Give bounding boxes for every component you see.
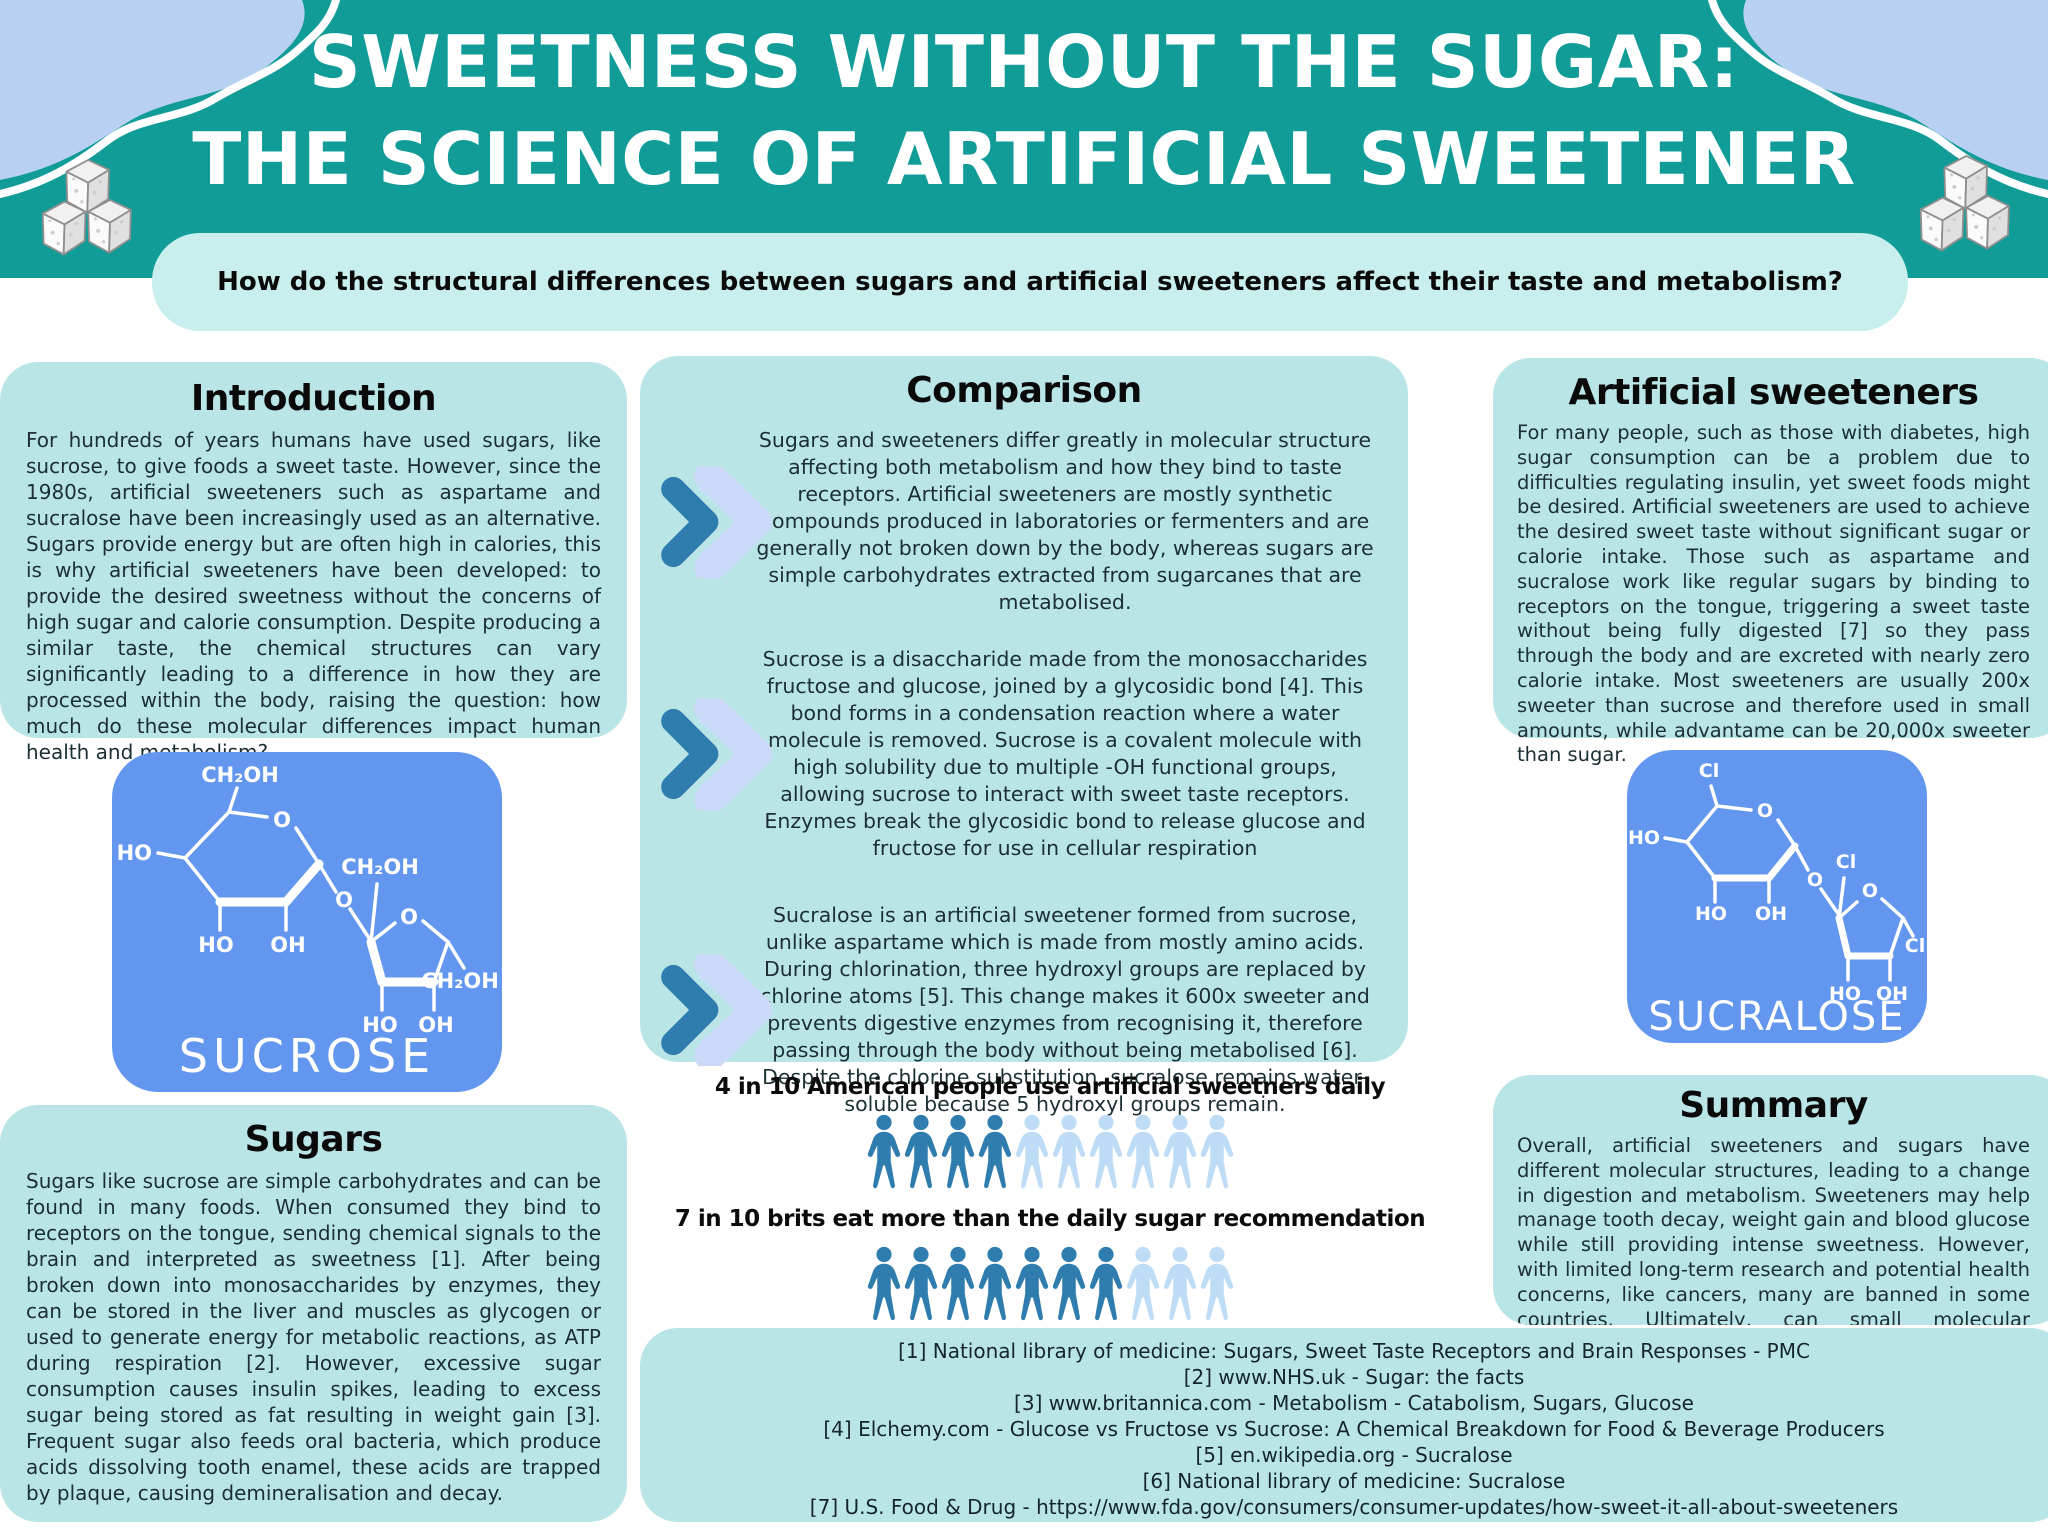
- comparison-item: Sucrose is a disaccharide made from the …: [640, 646, 1408, 862]
- reference-item: [5] en.wikipedia.org - Sucralose: [1195, 1443, 1513, 1467]
- comparison-paragraph: Sucralose is an artificial sweetener for…: [760, 903, 1370, 1116]
- sugars-title: Sugars: [244, 1119, 383, 1160]
- double-chevron-icon: [661, 954, 773, 1066]
- svg-text:Cl: Cl: [1905, 935, 1925, 957]
- svg-text:HO: HO: [1829, 983, 1861, 1005]
- comparison-paragraph: Sugars and sweeteners differ greatly in …: [756, 428, 1374, 614]
- person-icon: [1200, 1114, 1233, 1189]
- svg-text:HO: HO: [117, 841, 152, 865]
- pictogram-row-brits: [650, 1246, 1450, 1322]
- person-icon: [1163, 1114, 1196, 1189]
- person-icon: [1126, 1114, 1159, 1189]
- double-chevron-icon: [661, 698, 773, 810]
- poster-header: SWEETNESS WITHOUT THE SUGAR: THE SCIENCE…: [0, 0, 2048, 278]
- svg-text:HO: HO: [198, 933, 233, 957]
- person-icon: [1089, 1114, 1122, 1189]
- svg-text:OH: OH: [418, 1013, 453, 1037]
- svg-text:O: O: [1757, 800, 1773, 822]
- person-icon: [867, 1246, 900, 1321]
- comparison-panel: Comparison Sugars and sweeteners differ …: [640, 356, 1408, 1116]
- summary-panel: Summary Overall, artificial sweeteners a…: [1493, 1075, 2048, 1325]
- sugars-body: Sugars like sucrose are simple carbohydr…: [26, 1169, 601, 1505]
- person-icon: [867, 1114, 900, 1189]
- summary-body: Overall, artificial sweeteners and sugar…: [1517, 1134, 2030, 1325]
- reference-item: [3] www.britannica.com - Metabolism - Ca…: [1014, 1391, 1694, 1415]
- svg-text:OH: OH: [1755, 903, 1787, 925]
- svg-text:HO: HO: [1628, 827, 1660, 849]
- title-line-2: THE SCIENCE OF ARTIFICIAL SWEETENER: [192, 117, 1856, 201]
- person-icon: [1015, 1114, 1048, 1189]
- reference-item: [2] www.NHS.uk - Sugar: the facts: [1183, 1365, 1525, 1389]
- svg-text:CH₂OH: CH₂OH: [341, 855, 419, 879]
- person-icon: [941, 1114, 974, 1189]
- comparison-title: Comparison: [906, 370, 1142, 411]
- research-question-banner: How do the structural differences betwee…: [152, 233, 1908, 331]
- person-icon: [1052, 1246, 1085, 1321]
- svg-text:O: O: [273, 808, 291, 832]
- person-icon: [1015, 1246, 1048, 1321]
- svg-text:O: O: [1807, 869, 1823, 891]
- svg-text:OH: OH: [1876, 983, 1908, 1005]
- introduction-panel: Introduction For hundreds of years human…: [0, 362, 627, 764]
- comparison-paragraph: Sucrose is a disaccharide made from the …: [762, 647, 1368, 860]
- svg-text:HO: HO: [1695, 903, 1727, 925]
- svg-text:SUCROSE: SUCROSE: [179, 1029, 435, 1083]
- introduction-body: For hundreds of years humans have used s…: [26, 428, 601, 764]
- reference-item: [6] National library of medicine: Sucral…: [1142, 1469, 1566, 1493]
- artificial-sweeteners-title: Artificial sweeteners: [1568, 372, 1979, 413]
- person-icon: [978, 1114, 1011, 1189]
- svg-text:SUCRALOSE: SUCRALOSE: [1648, 994, 1905, 1040]
- svg-text:O: O: [1862, 880, 1878, 902]
- comparison-item: Sugars and sweeteners differ greatly in …: [640, 427, 1408, 616]
- poster-title: SWEETNESS WITHOUT THE SUGAR: THE SCIENCE…: [0, 14, 2048, 208]
- reference-item: [1] National library of medicine: Sugars…: [898, 1339, 1810, 1363]
- person-icon: [1089, 1246, 1122, 1321]
- reference-item: [7] U.S. Food & Drug - https://www.fda.g…: [809, 1495, 1899, 1519]
- person-icon: [1163, 1246, 1196, 1321]
- svg-text:O: O: [335, 888, 353, 912]
- sucralose-structure-card: Cl O HO HO OH O Cl O Cl HO OH SUCRALOSE: [1627, 750, 1927, 1043]
- summary-title: Summary: [1679, 1085, 1868, 1126]
- person-icon: [941, 1246, 974, 1321]
- sucralose-molecule-diagram: Cl O HO HO OH O Cl O Cl HO OH SUCRALOSE: [1628, 760, 1925, 1040]
- introduction-title: Introduction: [190, 378, 437, 419]
- svg-text:OH: OH: [270, 933, 305, 957]
- person-icon: [904, 1246, 937, 1321]
- svg-text:Cl: Cl: [1699, 760, 1719, 782]
- sucrose-structure-card: CH₂OH O HO HO OH O CH₂OH O CH₂OH HO OH S…: [112, 752, 502, 1092]
- pictogram-row-americans: [650, 1114, 1450, 1190]
- sucrose-molecule-diagram: CH₂OH O HO HO OH O CH₂OH O CH₂OH HO OH S…: [117, 763, 499, 1083]
- svg-text:CH₂OH: CH₂OH: [201, 763, 279, 787]
- person-icon: [1052, 1114, 1085, 1189]
- svg-text:O: O: [400, 905, 418, 929]
- artificial-sweeteners-body: For many people, such as those with diab…: [1517, 421, 2030, 767]
- svg-text:Cl: Cl: [1836, 851, 1856, 873]
- svg-text:HO: HO: [362, 1013, 397, 1037]
- double-chevron-icon: [661, 465, 773, 578]
- sugars-panel: Sugars Sugars like sucrose are simple ca…: [0, 1105, 627, 1522]
- artificial-sweeteners-panel: Artificial sweeteners For many people, s…: [1493, 358, 2048, 766]
- stat-heading-brits: 7 in 10 brits eat more than the daily su…: [674, 1206, 1426, 1232]
- references-panel: [1] National library of medicine: Sugars…: [640, 1328, 2048, 1522]
- title-line-1: SWEETNESS WITHOUT THE SUGAR:: [308, 20, 1740, 104]
- comparison-item: Sucralose is an artificial sweetener for…: [640, 902, 1408, 1118]
- corner-wave-decoration: [0, 0, 340, 198]
- stat-heading-americans: 4 in 10 American people use artificial s…: [714, 1074, 1386, 1100]
- person-icon: [1200, 1246, 1233, 1321]
- person-icon: [978, 1246, 1011, 1321]
- person-icon: [1126, 1246, 1159, 1321]
- reference-item: [4] Elchemy.com - Glucose vs Fructose vs…: [823, 1417, 1885, 1441]
- svg-text:CH₂OH: CH₂OH: [421, 969, 499, 993]
- person-icon: [904, 1114, 937, 1189]
